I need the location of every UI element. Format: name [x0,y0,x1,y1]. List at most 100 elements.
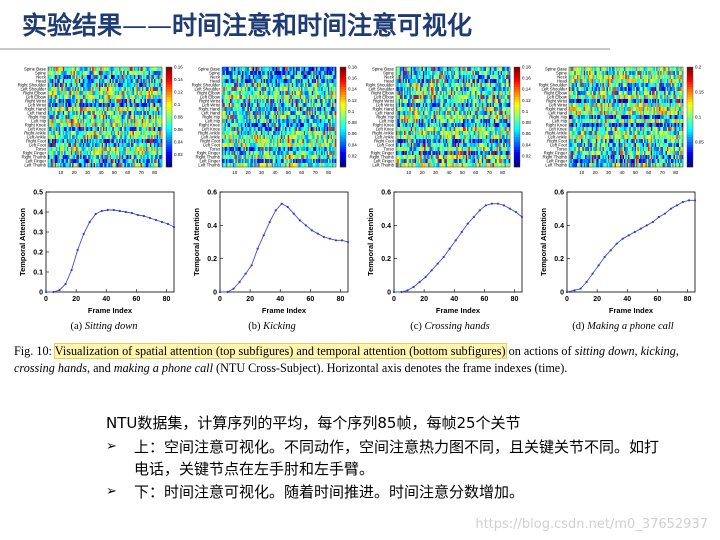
heatmap-x-tick: 10 [406,170,412,175]
data-point [502,204,506,207]
joint-label: Left Finger [546,158,567,163]
x-tick-label: 0 [44,296,48,303]
joint-label: Right Thumb [369,154,394,159]
joint-label: Left Finger [199,158,220,163]
data-point [118,209,121,213]
data-point [154,218,158,222]
colorbar-tick: 0.14 [522,87,531,92]
joint-label: Left Thumb [198,162,220,167]
y-tick-label: 0.4 [207,223,217,230]
colorbar-tick: 0.12 [348,98,357,103]
y-tick-label: 0.3 [33,230,43,237]
joint-label: Left Elbow [200,94,221,99]
joint-label: Left Elbow [547,94,568,99]
watermark: https://blog.csdn.net/m0_37652937 [475,517,708,532]
joint-label: Right Wrist [25,98,47,103]
data-point [52,290,55,294]
data-point [454,239,457,242]
data-point [496,202,500,205]
arrow-bullet-icon: ➢ [106,483,117,499]
joint-label: Right Ankle [198,130,220,135]
temporal-chart-c: 0 20 40 60 80 0 0.2 0.4 0.6 Frame Index Temporal A… [366,190,524,315]
x-tick-label: 20 [246,296,254,303]
joint-label: Left Shoulder [194,86,220,91]
joint-label: Spine Base [198,66,221,71]
joint-label: Right Elbow [371,90,395,95]
joint-label: Left Thumb [372,162,394,167]
joint-label: Right Hand [199,106,221,111]
x-tick-label: 80 [163,296,171,303]
heatmap-x-tick: 10 [58,170,64,175]
colorbar-tick: 0.06 [522,131,531,136]
y-axis-label: Temporal Attention [192,208,201,276]
x-tick-label: 60 [653,296,661,303]
subcaption-name: Making a phone call [587,321,674,332]
joint-label: Right Hip [549,114,567,119]
data-point [232,287,235,290]
joint-label: Right Foot [200,138,221,143]
heatmap-x-tick: 40 [272,170,278,175]
heatmap-x-tick: 50 [112,170,118,175]
subcaption-name: Sitting down [84,321,138,332]
data-point [262,234,265,237]
joint-label: Right Shoulder [539,82,568,87]
title-sub: 时间注意和时间注意可视化 [172,11,473,40]
figure-panel-c: Spine Base Spine Neck Head Right Shoulder Lef… [364,60,536,340]
data-point [681,200,685,204]
joint-label: Neck [384,74,395,79]
x-tick-label: 60 [132,296,140,303]
data-point [565,290,569,294]
heatmap-x-tick: 40 [619,170,625,175]
subcaption-name: Kicking [263,321,296,332]
colorbar-tick: 0.04 [348,142,357,147]
y-tick-label: 0.2 [554,256,564,263]
page-title: 实验结果——时间注意和时间注意可视化 [22,6,472,42]
data-point [400,290,403,294]
colorbar-tick: 0.06 [348,131,357,136]
joint-label: Right Thumb [21,154,46,159]
heatmap-cells [569,67,684,168]
colorbar-tick: 0.12 [522,98,531,103]
colorbar-tick: 0.2 [695,65,702,70]
data-point [172,225,176,229]
colorbar-tick: 0.08 [348,120,357,125]
data-point [328,237,332,240]
colorbar-tick: 0.18 [348,65,357,70]
joint-label: Right Knee [546,122,568,127]
caption-action: kicking [640,344,676,358]
y-tick-label: 0.6 [381,190,391,197]
joint-label: Head [384,78,395,83]
data-point [591,272,594,275]
joint-label: Left Foot [550,142,568,147]
joint-label: Left Ankle [375,134,394,139]
joint-label: Right Finger [544,150,568,155]
colorbar [686,66,694,168]
heatmap-x-tick: 80 [673,170,679,175]
data-point [286,205,289,209]
joint-label: Spine [209,70,221,75]
joint-label: Torso [383,146,394,151]
joint-label: Head [210,78,221,83]
heatmap-cells [396,67,511,168]
joint-label: Head [36,78,47,83]
heatmap-x-tick: 60 [125,170,131,175]
colorbar-tick: 0.16 [174,65,183,70]
joint-label: Spine [35,70,47,75]
joint-label: Left Hip [31,118,46,123]
colorbar-tick: 0.18 [522,65,531,70]
data-point [430,269,433,272]
data-point [669,207,673,210]
x-tick-label: 20 [593,296,601,303]
arrow-bullet-icon: ➢ [106,438,117,454]
joint-label: Left Wrist [28,102,47,107]
joint-label: Right Ankle [545,130,567,135]
x-tick-label: 0 [218,296,222,303]
data-point [675,204,679,207]
title-main: 实验结果 [22,11,123,40]
y-axis-label: Temporal Attention [539,208,548,276]
data-point [597,264,600,267]
data-point [633,230,636,234]
plot-frame [45,191,175,293]
plot-frame [393,191,523,293]
list-item: ➢ 下：时间注意可视化。随着时间推进。时间注意分数增加。 [104,481,664,504]
